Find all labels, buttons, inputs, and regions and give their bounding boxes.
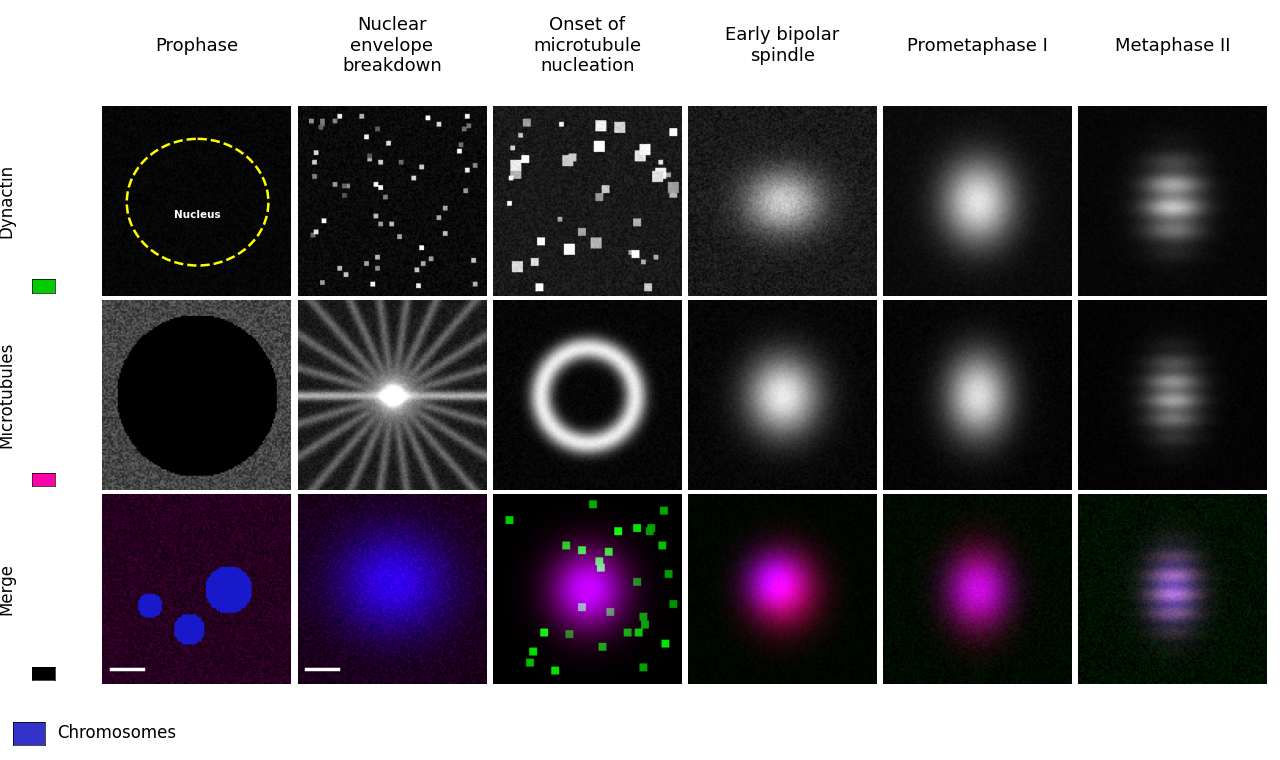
Text: Merge: Merge	[0, 563, 15, 615]
Text: Prometaphase I: Prometaphase I	[908, 36, 1048, 55]
Text: Chromosomes: Chromosomes	[58, 724, 177, 743]
Text: Dynactin: Dynactin	[0, 164, 15, 239]
Text: Early bipolar
spindle: Early bipolar spindle	[726, 26, 840, 65]
Text: Metaphase II: Metaphase II	[1115, 36, 1230, 55]
Text: Microtubules: Microtubules	[0, 342, 15, 448]
Text: Prophase: Prophase	[155, 36, 238, 55]
Text: Nucleus: Nucleus	[174, 210, 221, 220]
Text: Nuclear
envelope
breakdown: Nuclear envelope breakdown	[342, 16, 442, 75]
Text: Onset of
microtubule
nucleation: Onset of microtubule nucleation	[534, 16, 641, 75]
